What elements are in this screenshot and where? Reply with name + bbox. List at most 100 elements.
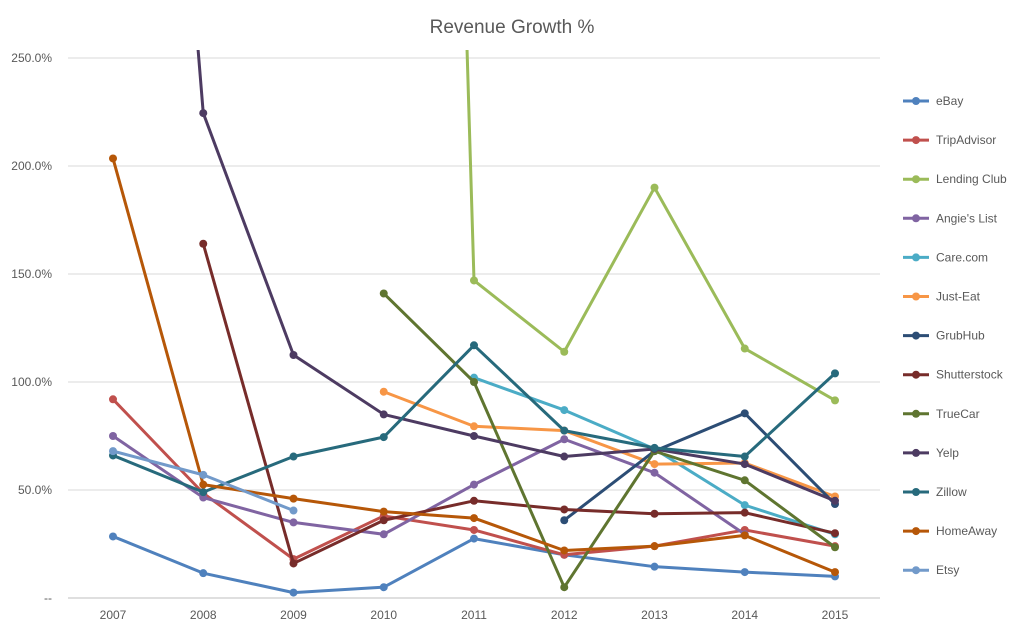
data-point xyxy=(379,289,388,298)
legend-swatch-marker xyxy=(912,566,920,575)
legend-label: Etsy xyxy=(936,563,959,577)
legend-swatch-marker xyxy=(912,331,920,340)
data-point xyxy=(379,516,388,525)
data-point xyxy=(831,496,839,505)
legend-swatch-marker xyxy=(912,175,920,184)
data-point xyxy=(831,369,839,378)
series-line xyxy=(472,186,837,402)
data-point xyxy=(470,378,478,386)
data-point xyxy=(199,488,208,497)
legend-swatch-marker xyxy=(912,292,920,301)
data-point xyxy=(470,514,478,523)
data-point xyxy=(470,534,478,543)
legend-item: GrubHub xyxy=(903,329,985,343)
data-point xyxy=(650,460,659,469)
data-point xyxy=(740,568,749,577)
legend-swatch-marker xyxy=(912,253,920,262)
legend-item: Just-Eat xyxy=(903,290,981,304)
data-point xyxy=(740,508,749,517)
legend-label: GrubHub xyxy=(936,329,985,343)
legend-label: Zillow xyxy=(936,485,967,499)
legend-swatch-marker xyxy=(912,409,920,418)
data-point xyxy=(199,569,208,578)
legend-item: HomeAway xyxy=(903,524,997,538)
data-point xyxy=(289,559,298,568)
series-lines xyxy=(109,50,839,597)
data-point xyxy=(650,443,659,452)
axes: -- 50.0% 100.0% 150.0% 200.0% 250.0% 2007 2008 2… xyxy=(11,51,848,622)
legend-swatch-marker xyxy=(912,448,920,457)
data-point xyxy=(560,435,569,444)
data-point xyxy=(470,432,478,440)
data-point xyxy=(650,468,659,477)
data-point xyxy=(379,387,388,396)
data-point xyxy=(289,351,298,359)
data-point xyxy=(199,109,208,118)
x-tick-label: 2012 xyxy=(551,608,578,622)
data-point xyxy=(379,530,388,539)
data-point xyxy=(289,506,298,515)
series-lending-club xyxy=(465,50,839,405)
data-point xyxy=(560,583,569,592)
series-line xyxy=(111,534,837,595)
legend-label: eBay xyxy=(936,94,963,108)
data-point xyxy=(470,480,478,489)
legend-label: Lending Club xyxy=(936,172,1007,186)
data-point xyxy=(109,432,117,440)
data-point xyxy=(560,452,569,461)
series-etsy xyxy=(109,447,298,515)
legend-label: Care.com xyxy=(936,250,988,264)
x-tick-label: 2015 xyxy=(822,608,849,622)
data-point xyxy=(199,480,208,489)
series-zillow xyxy=(109,341,839,497)
data-point xyxy=(831,529,839,538)
data-point xyxy=(379,433,388,442)
series-lead-in xyxy=(196,50,205,115)
x-tick-label: 2007 xyxy=(100,608,127,622)
legend-item: TripAdvisor xyxy=(903,133,996,147)
data-point xyxy=(740,460,749,469)
data-point xyxy=(109,532,117,541)
data-point xyxy=(289,518,298,527)
legend-swatch-marker xyxy=(912,136,920,145)
legend-swatch-marker xyxy=(912,214,920,223)
y-tick-label: -- xyxy=(44,591,52,605)
legend-label: Yelp xyxy=(936,446,959,460)
x-tick-label: 2009 xyxy=(280,608,307,622)
data-point xyxy=(199,470,208,479)
legend-item: Etsy xyxy=(903,563,959,577)
legend-label: Just-Eat xyxy=(936,290,981,304)
series-line xyxy=(562,411,837,522)
data-point xyxy=(560,505,569,514)
data-point xyxy=(560,426,569,435)
data-point xyxy=(470,422,478,431)
data-point xyxy=(740,476,749,485)
legend-swatch-marker xyxy=(912,97,920,105)
data-point xyxy=(740,344,749,353)
data-point xyxy=(379,583,388,592)
data-point xyxy=(831,396,839,405)
data-point xyxy=(740,531,749,540)
data-point xyxy=(650,509,659,518)
series-yelp xyxy=(196,50,839,505)
legend-label: TrueCar xyxy=(936,407,980,421)
series-line xyxy=(201,242,837,565)
legend-item: Shutterstock xyxy=(903,368,1004,382)
legend: eBay TripAdvisor Lending Club Angie's List C… xyxy=(903,94,1007,577)
data-point xyxy=(560,406,569,415)
series-just-eat xyxy=(379,387,839,501)
data-point xyxy=(740,409,749,418)
x-tick-label: 2008 xyxy=(190,608,217,622)
x-tick-label: 2011 xyxy=(461,608,487,622)
data-point xyxy=(650,183,659,192)
legend-swatch-marker xyxy=(912,527,920,536)
data-point xyxy=(470,496,478,505)
legend-item: Care.com xyxy=(903,250,988,264)
data-point xyxy=(379,507,388,516)
data-point xyxy=(650,562,659,571)
data-point xyxy=(289,494,298,503)
data-point xyxy=(199,239,208,248)
legend-item: Zillow xyxy=(903,485,967,499)
series-ebay xyxy=(109,532,839,597)
data-point xyxy=(560,516,569,525)
